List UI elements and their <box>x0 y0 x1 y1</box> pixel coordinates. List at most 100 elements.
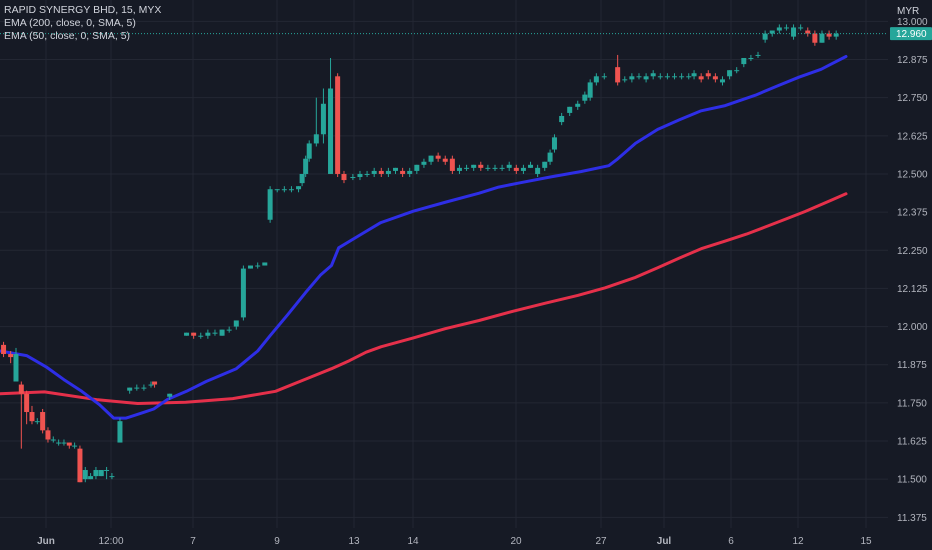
candle <box>274 189 280 193</box>
candle-body <box>341 173 347 181</box>
candle-body <box>582 94 588 101</box>
candle <box>378 167 384 178</box>
candle-body <box>255 265 261 267</box>
candle-body <box>24 393 30 413</box>
candle <box>719 76 725 86</box>
candle <box>8 350 14 364</box>
candle <box>233 320 239 330</box>
candle-body <box>456 167 462 171</box>
candle-body <box>442 158 448 162</box>
legend-ema-200[interactable]: EMA (200, close, 0, SMA, 5) <box>4 17 136 29</box>
candle-body <box>167 393 173 397</box>
candle-body <box>34 421 40 423</box>
candle <box>50 436 56 443</box>
candle <box>657 73 663 80</box>
candle-body <box>657 76 663 78</box>
candle-body <box>233 320 239 327</box>
candle <box>299 173 305 187</box>
candle <box>559 112 565 126</box>
candle <box>219 329 225 336</box>
candle <box>77 445 83 483</box>
last-price-tag: 12.960 <box>890 27 932 41</box>
candle <box>691 70 697 80</box>
candle <box>313 97 319 147</box>
candle-body <box>719 79 725 83</box>
candle-body <box>393 167 399 171</box>
candle <box>255 262 261 269</box>
candle-body <box>350 177 356 179</box>
candle <box>664 73 670 80</box>
x-tick-label: Jun <box>37 536 55 547</box>
candlesticks <box>1 24 839 483</box>
candle <box>198 332 204 339</box>
candle <box>686 73 692 80</box>
candle-body <box>248 265 254 269</box>
candle-body <box>240 268 246 318</box>
legend-symbol[interactable]: RAPID SYNERGY BHD, 15, MYX <box>4 4 162 16</box>
candle-body <box>587 82 593 98</box>
candle <box>414 164 420 174</box>
candle <box>117 418 123 443</box>
candle <box>82 466 88 483</box>
candle <box>575 100 581 110</box>
candle-body <box>226 329 232 331</box>
candle <box>205 329 211 339</box>
candle <box>741 57 747 68</box>
price-axis[interactable]: MYR 13.000 12.875 12.750 12.625 12.500 12.375… <box>897 6 928 524</box>
candle-body <box>56 442 62 444</box>
y-tick-label: 12.000 <box>897 322 928 333</box>
candle-body <box>478 164 484 168</box>
y-tick-label: 11.875 <box>897 360 927 371</box>
candle-body <box>61 442 67 444</box>
candle-body <box>281 189 287 191</box>
candle <box>428 155 434 165</box>
candle-body <box>622 79 628 81</box>
ema-50-line <box>0 55 848 420</box>
candle-body <box>313 134 319 144</box>
candle-body <box>303 158 309 174</box>
candle-body <box>296 186 302 190</box>
currency-label: MYR <box>897 6 919 17</box>
candle-body <box>686 76 692 78</box>
candle <box>56 439 62 446</box>
candle <box>471 164 477 171</box>
candle <box>748 54 754 62</box>
time-axis[interactable]: Jun 12:00 7 9 13 14 20 27 Jul 6 12 15 <box>37 536 872 547</box>
candle <box>191 332 197 339</box>
legend-ema-50[interactable]: EMA (50, close, 0, SMA, 5) <box>4 30 131 42</box>
candle <box>650 70 656 80</box>
candle <box>148 381 154 388</box>
candle-body <box>134 387 140 389</box>
y-tick-label: 12.625 <box>897 131 928 142</box>
last-price-tag-box <box>890 27 932 41</box>
candle <box>98 470 104 477</box>
candle <box>303 155 309 178</box>
candle <box>109 473 115 480</box>
candle <box>698 73 704 83</box>
candle <box>492 164 498 171</box>
candle-body <box>82 470 88 480</box>
candle-body <box>712 76 718 80</box>
candle <box>400 167 406 178</box>
candle-body <box>212 332 218 334</box>
grid-lines <box>0 0 888 528</box>
candle <box>812 30 818 46</box>
candle-body <box>664 76 670 78</box>
candle-body <box>629 76 635 80</box>
candle-body <box>385 170 391 174</box>
candle <box>783 24 789 31</box>
candle <box>826 30 832 40</box>
candle-body <box>205 332 211 336</box>
candle <box>167 393 173 400</box>
candle <box>762 30 768 43</box>
candle <box>542 161 548 171</box>
candle-body <box>499 167 505 169</box>
x-tick-label: 14 <box>407 536 419 547</box>
candle-body <box>306 143 312 159</box>
x-tick-label: 6 <box>728 536 734 547</box>
candle-body <box>219 329 225 336</box>
candle-body <box>50 439 56 441</box>
candle-body <box>805 30 811 34</box>
